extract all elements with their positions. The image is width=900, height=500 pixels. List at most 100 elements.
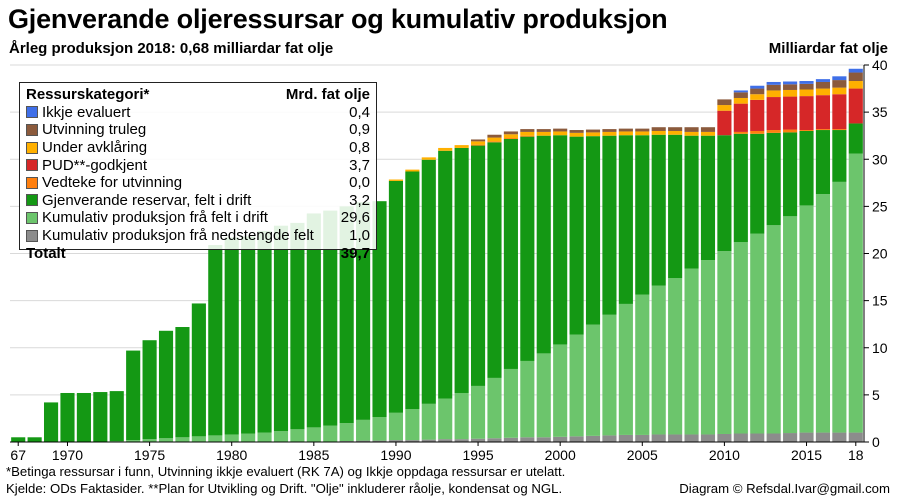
bar-segment-1-1989: [372, 417, 387, 441]
footnote-source: Kjelde: ODs Faktasider. **Plan for Utvik…: [6, 481, 563, 496]
bar-segment-1-1980: [224, 434, 239, 442]
bar-segment-6-1998: [520, 129, 535, 132]
bar-segment-2-1975: [142, 340, 157, 440]
bar-segment-1-2004: [618, 303, 633, 435]
bar-segment-4-2015: [799, 96, 814, 131]
bar-segment-6-2013: [766, 84, 781, 91]
bar-segment-0-1998: [520, 437, 535, 442]
x-tick-label: 2015: [791, 447, 822, 462]
bar-segment-2-2002: [585, 136, 601, 325]
bar-segment-2-1977: [175, 327, 190, 438]
bar-segment-2-2003: [602, 135, 617, 315]
bar-segment-6-2000: [553, 128, 568, 132]
chart-title: Gjenverande oljeressursar og kumulativ p…: [8, 4, 668, 34]
bar-segment-1-2009: [700, 260, 716, 435]
bar-segment-0-1991: [405, 440, 420, 442]
bar-segment-1-1977: [175, 437, 190, 442]
bar-segment-5-2016: [815, 88, 831, 96]
x-tick-label: 67: [10, 447, 26, 462]
bar-segment-1-2003: [602, 314, 617, 436]
y-tick-label: 40: [872, 57, 888, 73]
legend-box: Ressurskategori* Mrd. fat olje Ikkje eva…: [19, 82, 377, 262]
bar-segment-4-2018: [848, 88, 863, 124]
bar-segment-1-1981: [241, 433, 256, 442]
bar-segment-1-1994: [454, 392, 469, 440]
bar-segment-6-2001: [569, 130, 584, 133]
bar-segment-3-2016: [815, 129, 831, 131]
bar-segment-4-2011: [733, 103, 748, 132]
bar-segment-2-1974: [126, 350, 141, 441]
legend-swatch: [26, 159, 38, 172]
bar-segment-5-2008: [684, 131, 699, 136]
legend-item: Utvinning truleg 0,9: [26, 121, 370, 139]
bar-segment-6-2005: [635, 128, 650, 132]
legend-item-value: 3,2: [349, 191, 370, 209]
bar-segment-2-1990: [388, 180, 404, 413]
bar-segment-2-2001: [569, 136, 584, 335]
bar-segment-4-2010: [717, 110, 732, 136]
bar-segment-2-1986: [323, 210, 338, 426]
legend-item-label: Utvinning truleg: [42, 121, 147, 139]
bar-segment-1-2011: [733, 242, 748, 434]
bar-segment-3-2011: [733, 131, 748, 134]
legend-item: Gjenverande reservar, felt i drift 3,2: [26, 192, 370, 210]
bar-segment-0-2018: [848, 432, 863, 442]
bar-segment-1-2002: [585, 324, 601, 436]
bar-segment-7-2015: [799, 81, 814, 84]
bar-segment-5-2014: [783, 89, 798, 97]
bar-segment-2-1999: [536, 135, 551, 354]
bar-segment-1-2015: [799, 205, 814, 433]
bar-segment-2-1979: [208, 245, 223, 436]
bar-segment-1-2018: [848, 153, 863, 433]
axes: 0 5 10 15 20 25 30 35 40 67 1970 1975 1980 1985 1990 19…: [10, 57, 888, 462]
bar-segment-2-2012: [750, 133, 765, 234]
x-tick-label: 1980: [216, 447, 247, 462]
y-tick-label: 20: [872, 246, 888, 262]
bar-segment-1-2007: [668, 278, 683, 435]
bar-segment-5-2007: [668, 130, 683, 135]
diagram-credit: Diagram © Refsdal.Ivar@gmail.com: [679, 481, 890, 496]
bar-segment-6-2014: [783, 84, 798, 90]
legend-item-value: 29,6: [340, 209, 370, 227]
bar-segment-2-2015: [799, 130, 814, 206]
bar-segment-0-2017: [832, 432, 847, 442]
y-tick-label: 25: [872, 198, 888, 214]
bar-segment-1-2013: [766, 225, 781, 434]
bar-segment-1-1988: [356, 419, 371, 441]
bar-segment-5-2017: [832, 87, 847, 95]
x-tick-label: 1995: [462, 447, 493, 462]
bar-segment-7-2014: [783, 81, 798, 85]
bar-segment-0-1988: [356, 440, 371, 442]
bar-segment-0-1992: [421, 439, 436, 442]
bar-segment-2-1989: [372, 201, 387, 418]
bar-segment-0-2004: [618, 434, 633, 442]
bar-segment-1-2000: [553, 344, 568, 437]
legend-swatch: [26, 229, 38, 242]
bar-segment-2-1968: [27, 437, 42, 442]
bar-segment-5-1997: [503, 134, 518, 139]
legend-swatch: [26, 141, 38, 154]
legend-item-label: Kumulativ produksjon frå felt i drift: [42, 209, 268, 227]
legend-item-value: 3,7: [349, 156, 370, 174]
bar-segment-5-2015: [799, 89, 814, 97]
bar-segment-1-1975: [142, 439, 157, 442]
bar-segment-5-2000: [553, 131, 568, 136]
bar-segment-3-1997: [503, 138, 518, 139]
bar-segment-0-2007: [668, 434, 683, 442]
bar-segment-0-2006: [651, 434, 666, 442]
bar-segment-1-1995: [470, 385, 486, 439]
bar-segment-0-2002: [585, 435, 601, 442]
y-tick-label: 0: [872, 434, 880, 450]
bar-segment-1-2014: [783, 216, 798, 434]
bar-segment-5-2011: [733, 97, 748, 104]
bar-segment-2-2016: [815, 130, 831, 195]
x-tick-label: 18: [848, 447, 864, 462]
bar-segment-0-2011: [733, 433, 748, 442]
footnotes: *Betinga ressursar i funn, Utvinning ikk…: [6, 463, 565, 497]
bar-segment-5-2012: [750, 94, 765, 100]
bar-segment-1-2001: [569, 334, 584, 437]
bar-segment-6-2003: [602, 129, 617, 132]
legend-header-value: Mrd. fat olje: [285, 86, 370, 104]
bar-segment-1-2005: [635, 294, 650, 435]
bar-segment-3-2017: [832, 129, 847, 131]
